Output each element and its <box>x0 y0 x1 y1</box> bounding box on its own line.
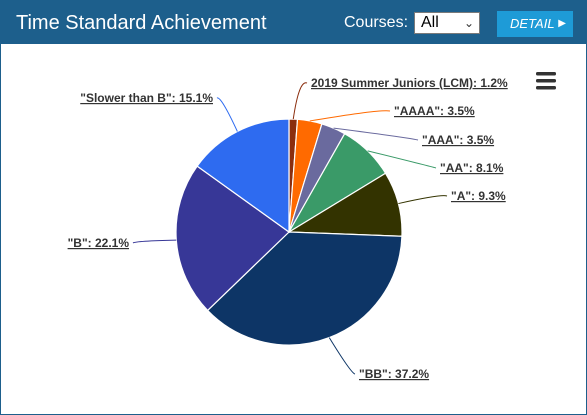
detail-button-label: DETAIL <box>510 16 555 31</box>
chevron-down-icon: ⌄ <box>463 16 474 30</box>
pie-slices <box>175 118 403 346</box>
courses-select-value: All <box>421 14 439 31</box>
detail-button[interactable]: DETAIL ▶ <box>497 11 573 37</box>
slice-data-label: "A": 9.3% <box>451 189 506 203</box>
label-connector <box>367 150 437 169</box>
label-connectors <box>132 82 448 375</box>
label-connector <box>398 195 448 205</box>
hamburger-menu-icon[interactable] <box>532 68 560 94</box>
courses-label: Courses: <box>344 14 409 31</box>
pie-slice-slower-than-b[interactable] <box>196 118 290 234</box>
slice-data-label: "Slower than B": 15.1% <box>80 91 213 105</box>
panel-title: Time Standard Achievement <box>16 12 267 34</box>
label-connector <box>309 110 391 122</box>
panel-header: Time Standard Achievement Courses: All ⌄… <box>1 1 586 44</box>
label-connector <box>328 337 356 375</box>
slice-data-label: "BB": 37.2% <box>359 367 429 381</box>
label-connector <box>333 127 419 141</box>
slice-data-label: 2019 Summer Juniors (LCM): 1.2% <box>311 76 508 90</box>
slice-data-label: "AAA": 3.5% <box>422 133 494 147</box>
label-connector <box>292 82 308 120</box>
triangle-right-icon: ▶ <box>558 18 566 29</box>
slice-data-label: "AAAA": 3.5% <box>394 104 475 118</box>
pie-slice-b[interactable] <box>175 165 290 312</box>
label-connector <box>216 97 238 132</box>
slice-data-label: "B": 22.1% <box>68 236 130 250</box>
label-connector <box>132 239 177 244</box>
slice-data-label: "AA": 8.1% <box>440 161 504 175</box>
courses-select[interactable]: All ⌄ <box>414 12 480 34</box>
data-labels: 2019 Summer Juniors (LCM): 1.2% "AAAA": 3… <box>68 76 508 381</box>
